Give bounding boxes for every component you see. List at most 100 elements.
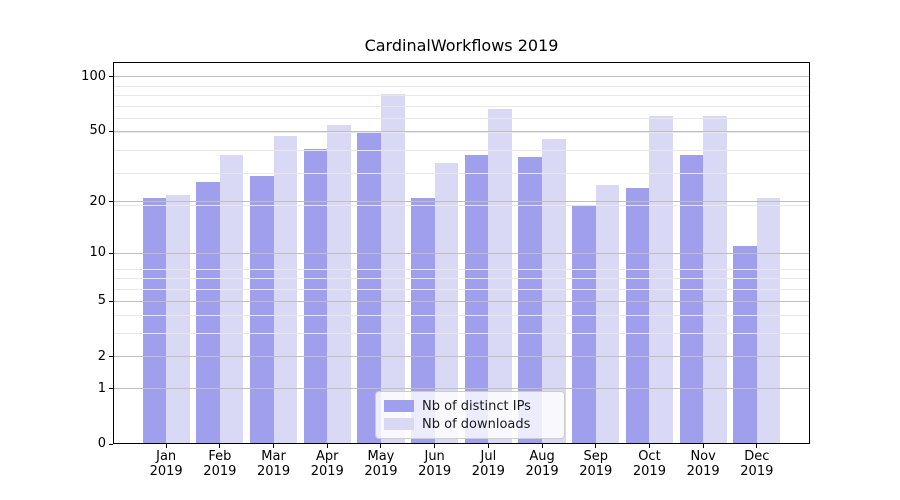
legend-item-downloads: Nb of downloads (384, 415, 556, 433)
xtick-label-jun: Jun 2019 (405, 449, 465, 479)
xtick-year: 2019 (525, 464, 559, 479)
xtick-month: Nov (690, 449, 716, 464)
gridline-minor-8 (113, 268, 810, 270)
ytick-mark-0 (109, 443, 113, 445)
gridline-major-10 (113, 252, 810, 254)
xtick-mark-dec (756, 444, 758, 448)
gridline-minor-89 (113, 85, 810, 87)
gridline-minor-59 (113, 117, 810, 119)
gridline-major-50 (113, 130, 810, 132)
xtick-mark-oct (648, 444, 650, 448)
xtick-label-dec: Dec 2019 (727, 449, 787, 479)
bar-distinct-ips-jan (142, 198, 167, 444)
xtick-label-mar: Mar 2019 (244, 449, 304, 479)
xtick-month: Feb (208, 449, 232, 464)
gridline-major-1 (113, 388, 810, 390)
xtick-year: 2019 (632, 464, 666, 479)
gridline-major-20 (113, 201, 810, 203)
bar-distinct-ips-may (357, 132, 381, 444)
xtick-label-aug: Aug 2019 (512, 449, 572, 479)
xtick-year: 2019 (203, 464, 237, 479)
gridline-minor-49 (113, 132, 810, 134)
ytick-mark-100 (109, 76, 113, 78)
bar-distinct-ips-jun (411, 198, 435, 444)
gridline-minor-3 (113, 333, 810, 335)
ytick-label-20: 20 (89, 193, 106, 209)
xtick-month: Jun (424, 449, 445, 464)
ytick-mark-1 (109, 388, 113, 390)
gridline-minor-79 (113, 94, 810, 96)
legend-swatch-distinct-ips (384, 400, 414, 412)
bar-downloads-apr (327, 125, 351, 444)
legend-label-downloads: Nb of downloads (422, 416, 531, 432)
gridline-major-2 (113, 356, 810, 358)
bar-downloads-nov (703, 115, 727, 444)
legend-item-distinct-ips: Nb of distinct IPs (384, 397, 556, 415)
xtick-month: Mar (261, 449, 286, 464)
ytick-mark-2 (109, 356, 113, 358)
xtick-label-apr: Apr 2019 (297, 449, 357, 479)
bar-distinct-ips-nov (679, 154, 704, 444)
xtick-month: Jul (480, 449, 497, 464)
ytick-label-0: 0 (97, 436, 106, 451)
xtick-mark-apr (326, 444, 328, 448)
xtick-label-oct: Oct 2019 (619, 449, 679, 479)
xtick-label-sep: Sep 2019 (566, 449, 626, 479)
ytick-mark-5 (109, 300, 113, 302)
gridline-minor-19 (113, 205, 810, 207)
ytick-label-50: 50 (89, 123, 106, 139)
xtick-year: 2019 (310, 464, 344, 479)
ytick-label-2: 2 (97, 348, 106, 364)
bar-distinct-ips-dec (733, 246, 757, 444)
xtick-month: Dec (744, 449, 770, 464)
gridline-minor-39 (113, 150, 810, 152)
legend-label-distinct-ips: Nb of distinct IPs (422, 398, 531, 414)
bar-downloads-feb (219, 154, 244, 444)
xtick-year: 2019 (686, 464, 720, 479)
gridline-major-5 (113, 300, 810, 302)
chart-title: CardinalWorkflows 2019 (364, 36, 559, 55)
gridline-minor-7 (113, 278, 810, 280)
bar-distinct-ips-mar (249, 176, 274, 444)
xtick-mark-aug (541, 444, 543, 448)
xtick-year: 2019 (257, 464, 291, 479)
xtick-month: Aug (529, 449, 555, 464)
bar-distinct-ips-feb (196, 181, 220, 444)
gridline-minor-4 (113, 315, 810, 317)
xtick-label-feb: Feb 2019 (190, 449, 250, 479)
ytick-label-10: 10 (89, 245, 106, 261)
bar-downloads-aug (542, 139, 566, 444)
bar-distinct-ips-sep (572, 205, 596, 444)
ytick-label-5: 5 (97, 293, 106, 309)
xtick-label-nov: Nov 2019 (673, 449, 733, 479)
bar-downloads-jul (488, 109, 512, 444)
xtick-year: 2019 (579, 464, 613, 479)
xtick-label-may: May 2019 (351, 449, 411, 479)
bar-distinct-ips-jul (464, 154, 489, 444)
bar-downloads-oct (649, 115, 674, 444)
bar-downloads-dec (756, 198, 781, 444)
gridline-minor-29 (113, 172, 810, 174)
xtick-mark-sep (595, 444, 597, 448)
xtick-mark-may (380, 444, 382, 448)
xtick-year: 2019 (418, 464, 452, 479)
xtick-mark-mar (273, 444, 275, 448)
ytick-label-100: 100 (81, 68, 106, 84)
xtick-year: 2019 (740, 464, 774, 479)
ytick-label-1: 1 (97, 380, 106, 396)
xtick-year: 2019 (149, 464, 183, 479)
xtick-month: Apr (316, 449, 339, 464)
xtick-label-jan: Jan 2019 (136, 449, 196, 479)
xtick-label-jul: Jul 2019 (458, 449, 518, 479)
xtick-month: Sep (583, 449, 608, 464)
ytick-mark-10 (109, 252, 113, 254)
bar-downloads-mar (273, 136, 298, 444)
legend-swatch-downloads (384, 418, 414, 430)
xtick-year: 2019 (364, 464, 398, 479)
bar-downloads-jan (166, 194, 190, 444)
bar-distinct-ips-apr (303, 148, 328, 444)
gridline-minor-69 (113, 105, 810, 107)
xtick-month: Oct (638, 449, 661, 464)
gridline-minor-6 (113, 288, 810, 290)
